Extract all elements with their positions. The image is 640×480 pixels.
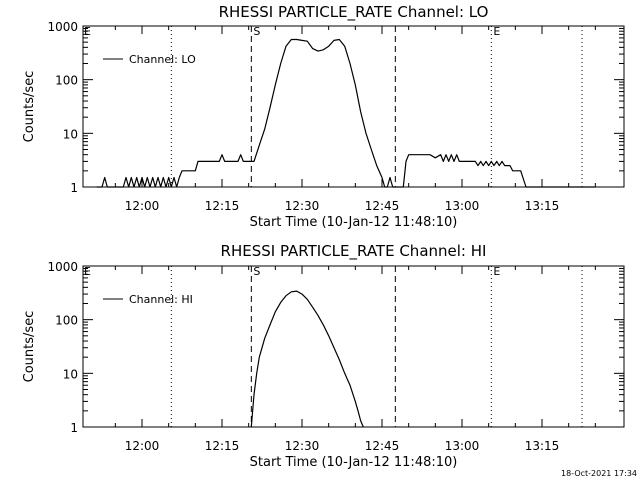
- corner-marker-label: E: [84, 25, 91, 38]
- y-tick-label: 1: [70, 181, 78, 195]
- x-tick-label: 12:45: [365, 439, 400, 453]
- x-tick-label: 13:00: [445, 439, 480, 453]
- x-tick-label: 12:15: [205, 199, 240, 213]
- x-tick-label: 12:15: [205, 439, 240, 453]
- y-tick-label: 10: [63, 127, 78, 141]
- chart-title: RHESSI PARTICLE_RATE Channel: LO: [219, 3, 489, 22]
- x-tick-label: 13:15: [525, 439, 560, 453]
- marker-label: E: [493, 265, 500, 278]
- x-tick-label: 12:00: [125, 439, 160, 453]
- plot-timestamp: 18-Oct-2021 17:34: [561, 469, 637, 478]
- x-tick-label: 12:30: [285, 439, 320, 453]
- x-tick-label: 12:45: [365, 199, 400, 213]
- x-axis-label: Start Time (10-Jan-12 11:48:10): [250, 215, 458, 230]
- legend-label: Channel: LO: [129, 53, 196, 66]
- x-tick-label: 12:00: [125, 199, 160, 213]
- x-axis-label: Start Time (10-Jan-12 11:48:10): [250, 455, 458, 470]
- y-axis-label: Counts/sec: [22, 311, 37, 383]
- marker-label: S: [253, 25, 260, 38]
- chart-panel-hi: RHESSI PARTICLE_RATE Channel: HI Start Ti…: [22, 242, 625, 470]
- y-tick-label: 100: [55, 74, 78, 88]
- y-tick-label: 1000: [47, 20, 78, 34]
- x-tick-label: 12:30: [285, 199, 320, 213]
- plot-frame: [82, 265, 625, 428]
- corner-marker-label: E: [84, 265, 91, 278]
- y-tick-label: 1: [70, 421, 78, 435]
- plot-frame: [82, 25, 625, 188]
- marker-label: E: [493, 25, 500, 38]
- y-tick-label: 100: [55, 314, 78, 328]
- series-line: [250, 290, 364, 428]
- y-axis-label: Counts/sec: [22, 71, 37, 143]
- x-tick-label: 13:15: [525, 199, 560, 213]
- y-tick-label: 10: [63, 367, 78, 381]
- chart-panel-lo: RHESSI PARTICLE_RATE Channel: LO Start Ti…: [22, 3, 625, 230]
- series-line: [96, 38, 596, 188]
- chart-title: RHESSI PARTICLE_RATE Channel: HI: [221, 242, 487, 261]
- legend-label: Channel: HI: [129, 293, 193, 306]
- y-tick-label: 1000: [47, 260, 78, 274]
- marker-label: S: [253, 265, 260, 278]
- x-tick-label: 13:00: [445, 199, 480, 213]
